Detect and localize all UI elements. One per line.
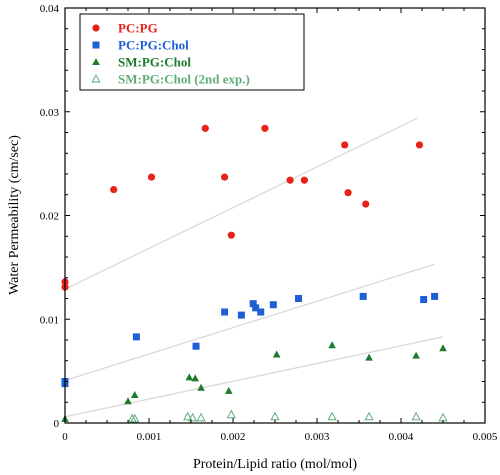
data-point-series-2 xyxy=(237,311,245,319)
legend-label-3: SM:PG:Chol xyxy=(118,55,191,70)
data-point-series-4 xyxy=(364,411,374,421)
trend-line-1 xyxy=(64,117,419,290)
y-tick-label: 0.03 xyxy=(40,107,60,119)
data-point-series-3 xyxy=(124,397,132,405)
data-point-series-1 xyxy=(300,176,308,184)
x-tick-label: 0.003 xyxy=(305,431,330,443)
data-point-series-2 xyxy=(295,295,303,302)
y-tick-label: 0.01 xyxy=(40,314,59,326)
data-point-series-3 xyxy=(185,373,194,381)
x-tick-label: 0 xyxy=(62,431,68,443)
data-point-series-3 xyxy=(439,344,447,352)
data-point-series-1 xyxy=(341,141,349,149)
data-point-series-4 xyxy=(270,411,280,421)
data-point-series-3 xyxy=(130,390,139,398)
data-point-series-2 xyxy=(249,300,257,308)
x-tick-label: 0.002 xyxy=(221,431,246,443)
x-axis-title: Protein/Lipid ratio (mol/mol) xyxy=(193,457,357,472)
data-point-series-3 xyxy=(191,374,199,382)
legend-marker-3 xyxy=(92,58,100,65)
data-point-series-1 xyxy=(110,185,118,194)
data-point-series-2 xyxy=(257,308,265,316)
data-point-series-4 xyxy=(196,412,206,422)
data-point-series-3 xyxy=(328,341,336,349)
legend-items: PC:PG PC:PG:Chol SM:PG:Chol SM:PG:Chol (2nd… xyxy=(91,21,250,87)
data-point-series-1 xyxy=(261,124,269,132)
x-tick-label: 0.005 xyxy=(473,431,498,443)
data-point-series-2 xyxy=(269,301,277,309)
data-point-series-4 xyxy=(130,413,140,423)
trend-line-2 xyxy=(64,263,435,382)
data-point-series-2 xyxy=(132,333,140,341)
data-point-series-3 xyxy=(272,350,281,358)
data-point-series-3 xyxy=(197,383,205,391)
y-tick-label: 0.04 xyxy=(40,3,60,15)
y-tick-label: 0 xyxy=(54,418,60,430)
trend-line-3 xyxy=(64,336,444,418)
data-point-series-4 xyxy=(438,412,448,422)
trend-lines xyxy=(64,117,444,418)
data-point-series-2 xyxy=(221,308,229,316)
x-tick-label: 0.004 xyxy=(389,431,414,443)
data-point-series-4 xyxy=(226,409,236,419)
legend-marker-4 xyxy=(91,73,101,83)
y-tick-label: 0.02 xyxy=(40,211,59,223)
legend-label-2: PC:PG:Chol xyxy=(118,38,189,53)
legend-label-4: SM:PG:Chol (2nd exp.) xyxy=(118,72,250,87)
data-point-series-1 xyxy=(415,141,424,149)
legend: PC:PG PC:PG:Chol SM:PG:Chol SM:PG:Chol (2nd… xyxy=(79,13,305,91)
data-point-series-1 xyxy=(362,200,370,208)
data-point-series-1 xyxy=(201,124,209,132)
data-point-series-2 xyxy=(252,304,260,312)
legend-marker-2 xyxy=(92,41,100,49)
data-point-series-4 xyxy=(182,411,193,421)
legend-marker-1 xyxy=(92,24,100,32)
data-point-series-1 xyxy=(286,176,294,184)
data-point-series-4 xyxy=(327,411,337,421)
data-point-series-3 xyxy=(365,353,373,361)
x-tick-label: 0.001 xyxy=(137,431,162,443)
legend-box xyxy=(79,13,305,91)
data-point-series-2 xyxy=(420,296,428,304)
data-point-series-1 xyxy=(147,173,156,181)
data-point-series-3 xyxy=(412,351,420,359)
data-point-series-1 xyxy=(221,173,229,181)
data-point-series-1 xyxy=(344,189,352,197)
data-point-series-4 xyxy=(188,412,198,422)
axis-ticks: 0 0.001 0.002 0.003 0.004 0.005 0 0.01 0.02 0.03 0… xyxy=(40,3,498,443)
data-point-series-2 xyxy=(359,292,367,300)
data-point-series-1 xyxy=(227,231,235,239)
data-point-series-3 xyxy=(225,386,233,394)
data-point-series-2 xyxy=(431,292,439,300)
legend-label-1: PC:PG xyxy=(118,21,158,36)
data-point-series-2 xyxy=(192,342,200,350)
data-point-series-4 xyxy=(411,411,421,421)
y-axis-title: Water Permeability (cm/sec) xyxy=(7,135,22,295)
